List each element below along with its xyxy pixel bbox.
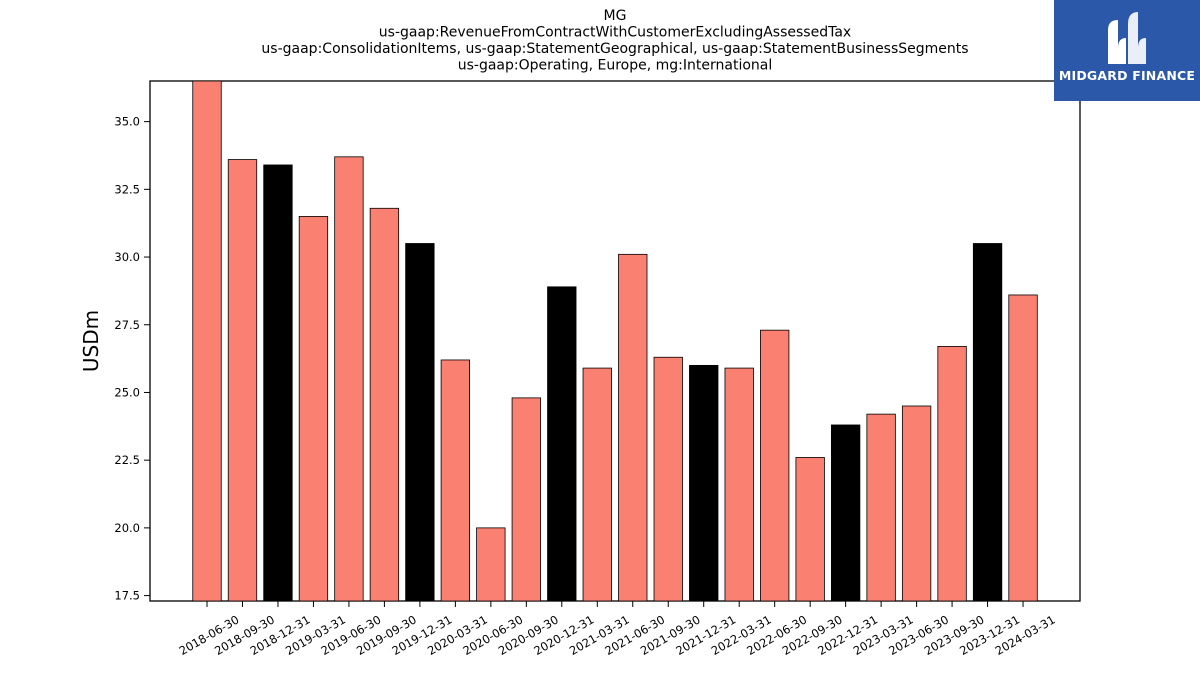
- y-tick-label: 25.0: [114, 385, 140, 399]
- midgard-logo-icon: [1108, 12, 1146, 64]
- y-tick-label: 22.5: [114, 453, 140, 467]
- y-axis-ticks: 17.5 20.0 22.5 25.0 27.5 30.0 32.5 35.0: [114, 115, 150, 603]
- y-tick-label: 20.0: [114, 521, 140, 535]
- bar-2019-12-31: [405, 243, 435, 602]
- bar-2021-12-31: [689, 364, 719, 602]
- bar-2020-03-31: [440, 359, 471, 602]
- chart-title-line: MG: [604, 8, 627, 24]
- bar-2018-09-30: [227, 159, 258, 602]
- bar-2023-12-31: [972, 243, 1003, 602]
- bar-2020-09-30: [511, 397, 541, 602]
- y-tick-label: 35.0: [114, 115, 140, 129]
- bar-2021-06-30: [618, 253, 648, 602]
- bar-2023-03-31: [866, 413, 896, 602]
- bar-2018-06-30: [192, 80, 222, 602]
- bar-2019-06-30: [334, 156, 364, 602]
- bar-2023-09-30: [937, 346, 967, 602]
- bar-2019-09-30: [369, 207, 400, 602]
- bar-2021-03-31: [582, 367, 612, 602]
- bar-2020-12-31: [547, 286, 577, 602]
- bar-2024-03-31: [1008, 294, 1038, 602]
- y-tick-label: 32.5: [114, 182, 140, 196]
- chart-title: MGus-gaap:RevenueFromContractWithCustome…: [261, 8, 968, 74]
- chart-title-line: us-gaap:Operating, Europe, mg:Internatio…: [458, 58, 773, 74]
- bar-2022-06-30: [760, 329, 790, 602]
- bar-2022-09-30: [795, 457, 825, 602]
- bar-2022-03-31: [724, 367, 754, 602]
- bar-2020-06-30: [476, 527, 506, 602]
- bar-2022-12-31: [830, 424, 861, 602]
- x-axis-ticks: 2018-06-302018-09-302018-12-312019-03-31…: [177, 601, 1058, 658]
- y-tick-label: 27.5: [114, 318, 140, 332]
- bar-2023-06-30: [901, 405, 932, 602]
- midgard-finance-logo: MIDGARD FINANCE: [1054, 0, 1200, 101]
- y-axis-label: USDm: [79, 310, 103, 372]
- chart-title-line: us-gaap:ConsolidationItems, us-gaap:Stat…: [261, 41, 968, 57]
- y-tick-label: 30.0: [114, 250, 140, 264]
- logo-text: MIDGARD FINANCE: [1058, 68, 1196, 83]
- bars: [192, 80, 1038, 602]
- bar-2018-12-31: [263, 164, 293, 602]
- chart-title-line: us-gaap:RevenueFromContractWithCustomerE…: [379, 25, 851, 41]
- plot-frame: [149, 80, 1081, 602]
- y-tick-label: 17.5: [114, 589, 140, 603]
- bar-2019-03-31: [298, 216, 329, 602]
- bar-2021-09-30: [653, 356, 683, 602]
